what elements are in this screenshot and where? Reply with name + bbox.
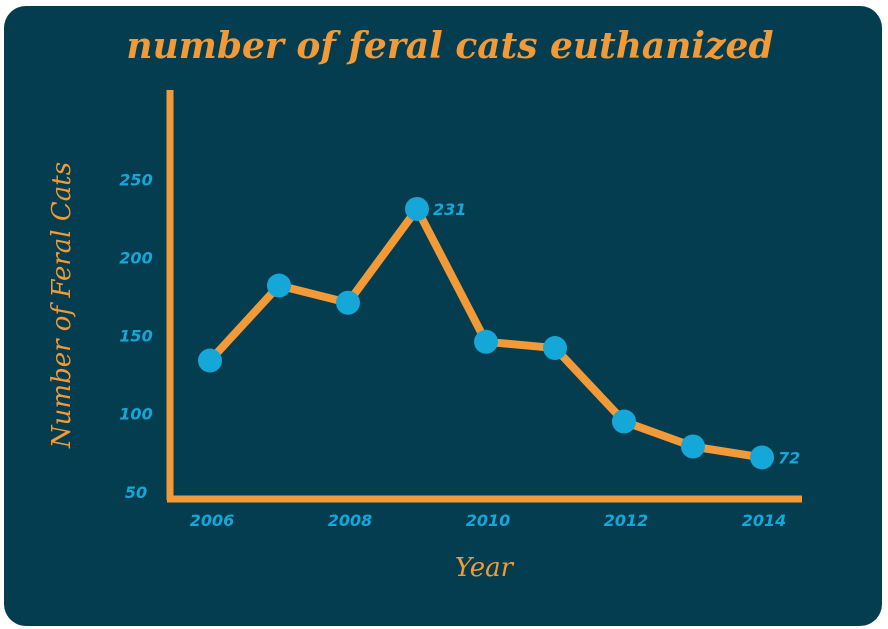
data-point-2010 [474, 329, 498, 354]
x-tick-label-2012: 2012 [604, 511, 649, 530]
y-tick-label-100: 100 [119, 405, 152, 424]
y-tick-label-150: 150 [119, 327, 152, 346]
x-tick-label-2006: 2006 [190, 511, 235, 530]
y-tick-label-250: 250 [119, 170, 152, 189]
x-tick-label-2008: 2008 [328, 511, 373, 530]
data-label-2009: 231 [433, 200, 466, 219]
data-point-2012 [612, 409, 636, 434]
y-tick-label-200: 200 [119, 248, 152, 267]
data-point-2011 [543, 336, 567, 361]
chart-title: number of feral cats euthanized [126, 25, 773, 67]
data-point-2007 [267, 273, 291, 298]
y-tick-label-50: 50 [125, 483, 147, 502]
x-tick-label-2014: 2014 [742, 511, 787, 530]
data-point-2014 [750, 445, 774, 470]
x-axis-title: Year [455, 553, 515, 583]
data-point-2008 [336, 290, 360, 315]
y-tick-labels: 250 200 150 100 50 [119, 170, 152, 502]
data-labels: 231 72 [433, 200, 800, 468]
y-axis-title: Number of Feral Cats [47, 162, 77, 449]
data-point-2013 [681, 434, 705, 459]
x-tick-label-2010: 2010 [466, 511, 511, 530]
x-tick-labels: 2006 2008 2010 2012 2014 [190, 511, 787, 530]
chart-card [4, 6, 882, 626]
data-point-2009 [405, 196, 429, 221]
data-label-2014: 72 [778, 448, 800, 467]
data-point-2006 [198, 348, 222, 373]
data-points [198, 196, 774, 470]
